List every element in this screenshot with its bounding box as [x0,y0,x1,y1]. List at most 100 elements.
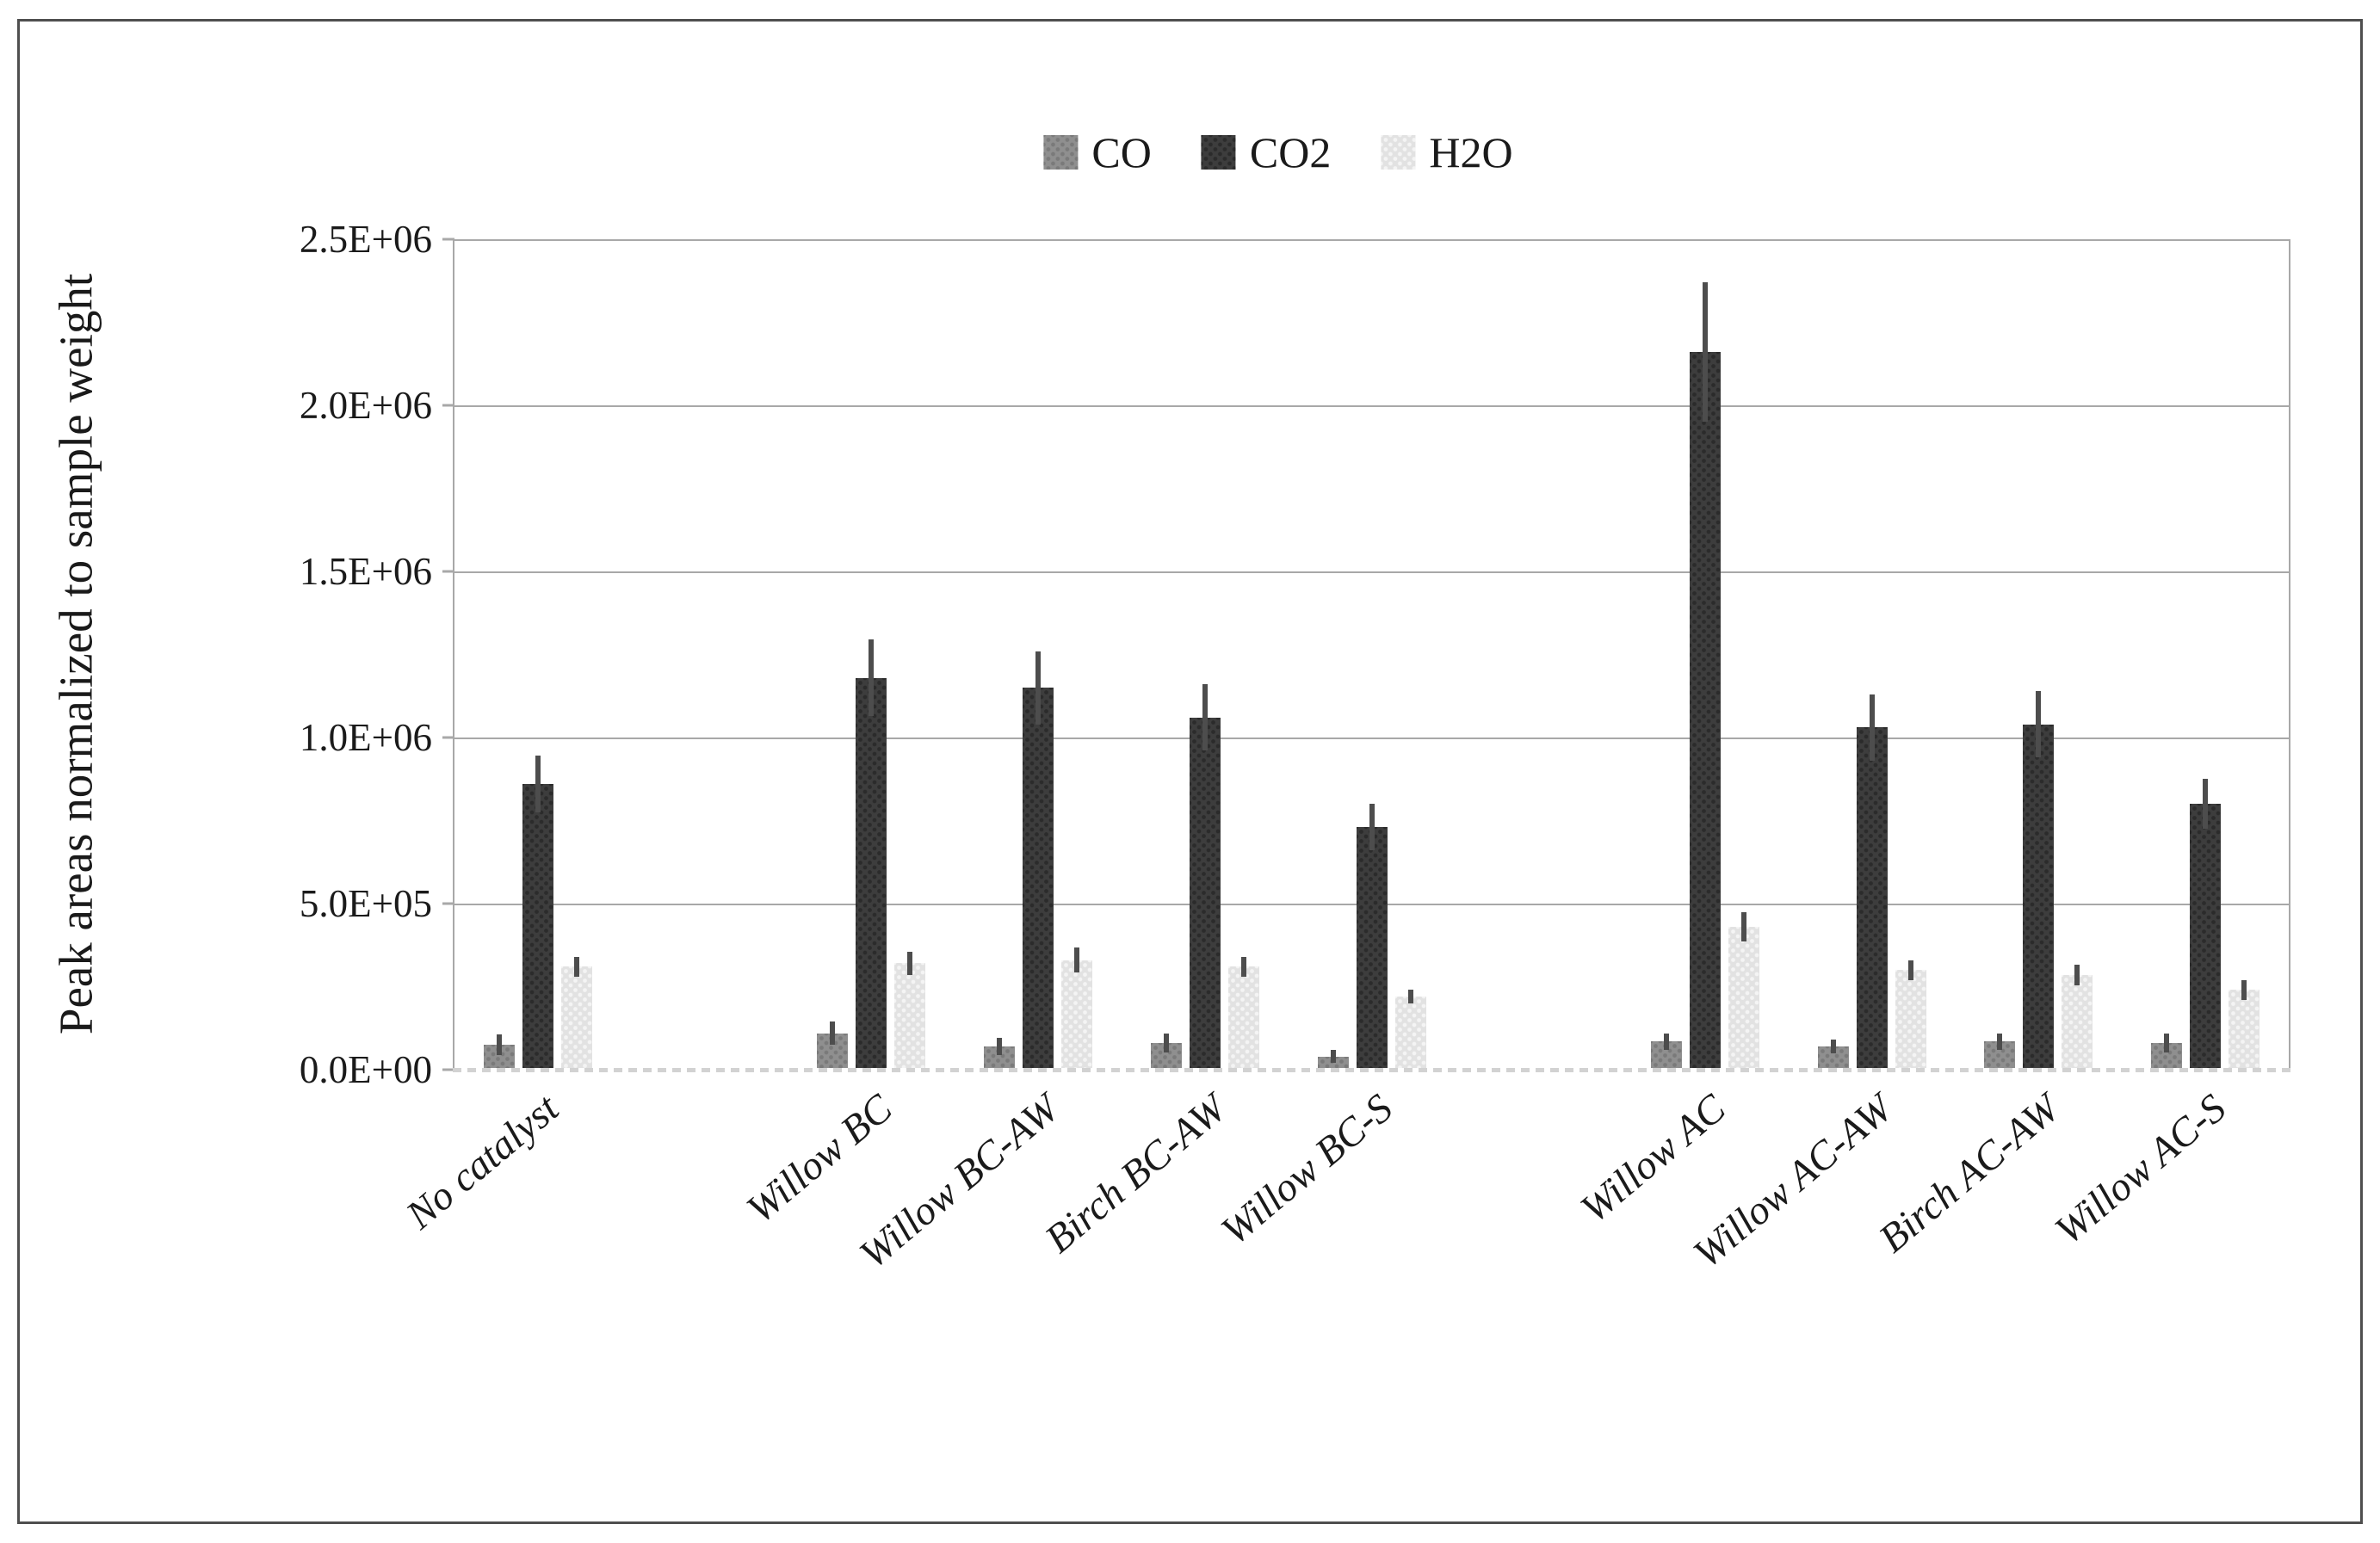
x-tick-label: No catalyst [398,1085,567,1238]
legend-item-h2o: H2O [1381,127,1513,177]
bar-co [483,239,515,1070]
bar-fill-co [1984,1041,2016,1070]
bar-co2 [1690,239,1721,1070]
bar-h2o [1061,239,1093,1070]
bar-co2 [1023,239,1054,1070]
error-bar [496,1034,502,1055]
plot-area: 0.0E+00 5.0E+05 1.0E+06 1.5E+06 2.0E+06 2.5E+… [300,218,2290,1277]
category-slot [1789,239,1956,1070]
y-tick-mark [442,736,454,739]
error-bar [535,756,541,812]
y-tick-mark [442,404,454,407]
bar-co [1651,239,1682,1070]
bar-slots [454,239,2289,1070]
error-bar [2074,965,2080,985]
bar-co [1317,239,1349,1070]
error-bar [1703,282,1708,423]
category-slot [1455,239,1622,1070]
category-slot [2122,239,2289,1070]
legend-swatch-co2 [1201,135,1236,170]
y-tick-label: 1.0E+06 [299,716,432,759]
x-axis-line [453,1068,2290,1072]
bar-co [1817,239,1849,1070]
y-tick-mark [442,570,454,573]
bar-co [1150,239,1182,1070]
bar-fill-h2o [894,963,926,1070]
bar-fill-h2o [560,966,592,1070]
bar-co [2151,239,2183,1070]
y-tick-label: 2.5E+06 [299,218,432,261]
error-bar [997,1038,1003,1055]
legend-item-co2: CO2 [1201,127,1332,177]
y-tick-mark [442,902,454,905]
category-slot [621,239,788,1070]
category-slot [1956,239,2123,1070]
bar-fill-h2o [2229,990,2260,1070]
error-bar [1035,651,1042,725]
error-bar [1997,1033,2003,1050]
error-bar [2203,779,2209,830]
error-bar [1369,804,1375,851]
error-bar [1830,1040,1836,1053]
y-axis-title: Peak areas normalized to sample weight [49,273,102,1035]
category-slot [1289,239,1456,1070]
gridline [454,239,2289,241]
error-bar [1202,684,1208,751]
bar-fill-h2o [1728,927,1759,1070]
error-bar [1664,1033,1669,1050]
bar-h2o [1895,239,1926,1070]
legend-swatch-co [1043,135,1079,170]
y-tick-label: 1.5E+06 [299,550,432,593]
chart-legend: CO CO2 H2O [1043,127,1513,177]
category-slot [955,239,1122,1070]
gridline [454,405,2289,407]
legend-label: H2O [1429,128,1513,176]
legend-label: CO [1091,128,1152,176]
legend-item-co: CO [1043,127,1152,177]
error-bar [2241,979,2247,1000]
bar-co2 [1189,239,1221,1070]
bar-co2 [522,239,553,1070]
bar-fill-co2 [522,784,553,1070]
bar-h2o [1728,239,1759,1070]
bar-fill-co2 [2023,724,2055,1070]
bar-fill-co2 [1690,352,1721,1070]
bar-h2o [1227,239,1259,1070]
category-slot [1622,239,1789,1070]
bar-h2o [1394,239,1426,1070]
bar-co [1984,239,2016,1070]
bar-fill-co2 [2190,804,2222,1070]
error-bar [1407,990,1413,1003]
error-bar [573,956,579,977]
x-tick-label: Willow BC-S [1213,1085,1401,1254]
x-tick-label: Birch AC-AW [1870,1085,2068,1262]
bar-fill-co2 [856,677,887,1070]
category-slot [454,239,621,1070]
bar-fill-h2o [1895,970,1926,1070]
error-bar [830,1021,836,1046]
bar-fill-h2o [1394,997,1426,1070]
legend-swatch-h2o [1381,135,1416,170]
bar-fill-co2 [1856,727,1888,1070]
bar-h2o [894,239,926,1070]
bar-fill-co [1317,1056,1349,1070]
bar-co [984,239,1016,1070]
gridline [454,738,2289,739]
bar-fill-co2 [1189,717,1221,1070]
error-bar [2036,690,2042,758]
x-tick-label: Birch BC-AW [1036,1085,1234,1262]
bar-co2 [1356,239,1388,1070]
x-tick-label: Willow AC [1573,1085,1735,1232]
error-bar [1163,1034,1169,1052]
error-bar [1869,694,1875,762]
gridline [454,571,2289,573]
legend-label: CO2 [1249,128,1332,176]
x-tick-label: Willow BC [738,1085,901,1232]
bar-co2 [2190,239,2222,1070]
category-slot [788,239,955,1070]
bar-co [817,239,849,1070]
y-tick-label: 5.0E+05 [299,882,432,925]
bar-h2o [2229,239,2260,1070]
x-tick-label: Willow AC-S [2047,1085,2235,1254]
